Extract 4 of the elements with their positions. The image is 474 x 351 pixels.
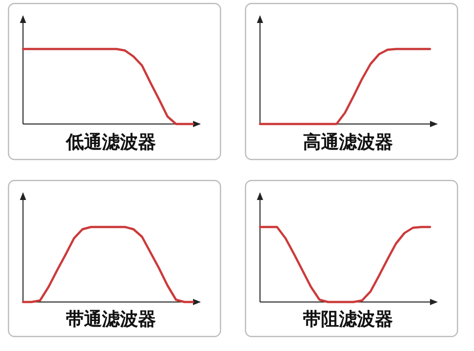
x-axis-title: 带阻滤波器	[303, 309, 393, 330]
x-axis-title: 带通滤波器	[66, 309, 156, 330]
x-axis-title: 高通滤波器	[303, 132, 393, 153]
x-axis-title: 低通滤波器	[65, 132, 156, 153]
